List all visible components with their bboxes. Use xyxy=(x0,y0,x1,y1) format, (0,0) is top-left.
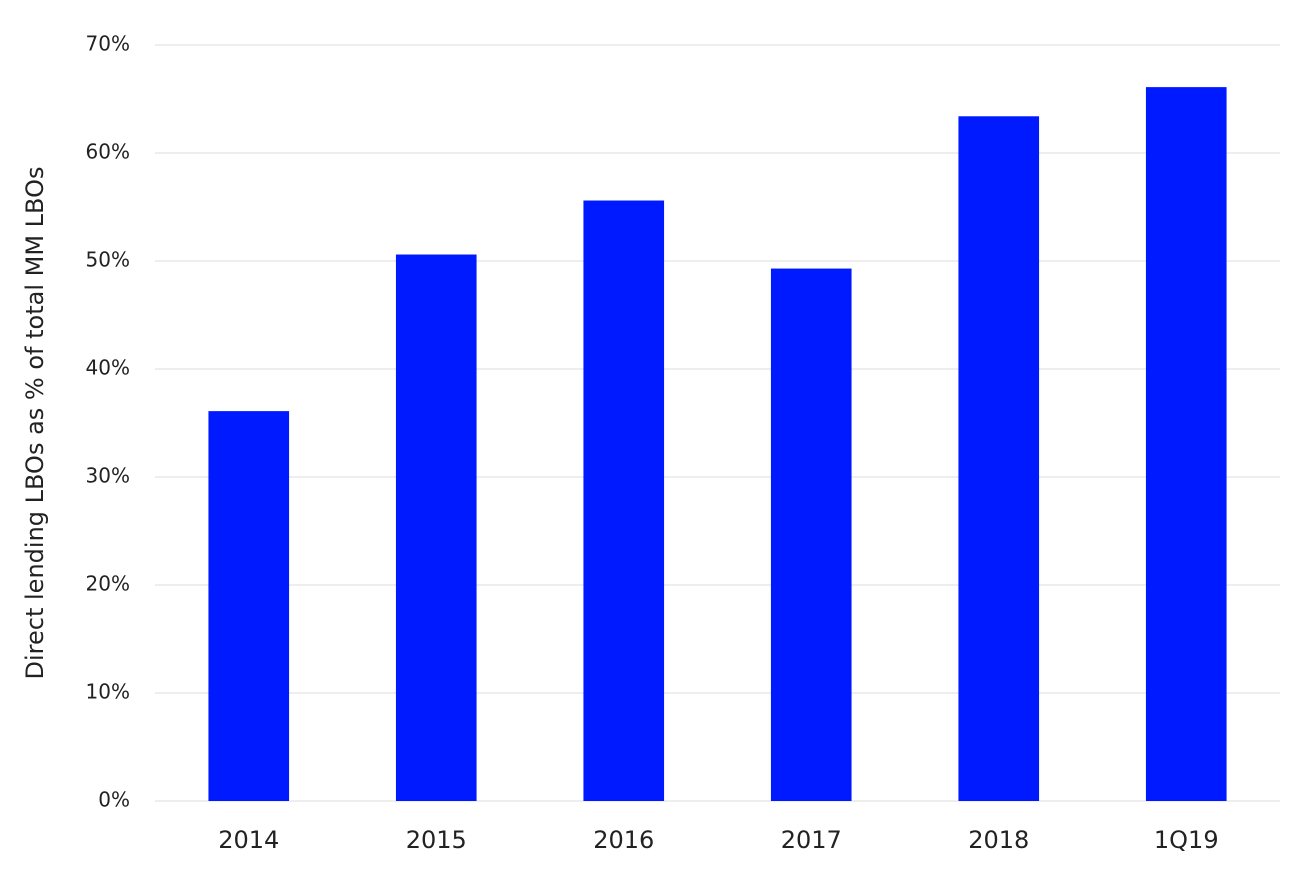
y-axis-title: Direct lending LBOs as % of total MM LBO… xyxy=(21,167,49,680)
bar xyxy=(958,116,1040,801)
y-tick-label: 50% xyxy=(86,248,130,272)
y-tick-label: 0% xyxy=(98,788,130,812)
bar xyxy=(770,268,852,801)
y-tick-label: 10% xyxy=(86,680,130,704)
y-tick-label: 60% xyxy=(86,140,130,164)
x-tick-label: 2017 xyxy=(781,826,842,854)
x-tick-label: 2018 xyxy=(968,826,1029,854)
bar xyxy=(583,200,665,801)
y-tick-label: 20% xyxy=(86,572,130,596)
y-tick-label: 40% xyxy=(86,356,130,380)
bar xyxy=(208,411,290,801)
x-tick-label: 2014 xyxy=(218,826,279,854)
bar xyxy=(395,254,477,801)
y-tick-label: 70% xyxy=(86,32,130,56)
y-tick-label: 30% xyxy=(86,464,130,488)
x-tick-label: 2015 xyxy=(406,826,467,854)
x-tick-label: 1Q19 xyxy=(1154,826,1219,854)
x-tick-label: 2016 xyxy=(593,826,654,854)
bar xyxy=(1145,87,1227,802)
